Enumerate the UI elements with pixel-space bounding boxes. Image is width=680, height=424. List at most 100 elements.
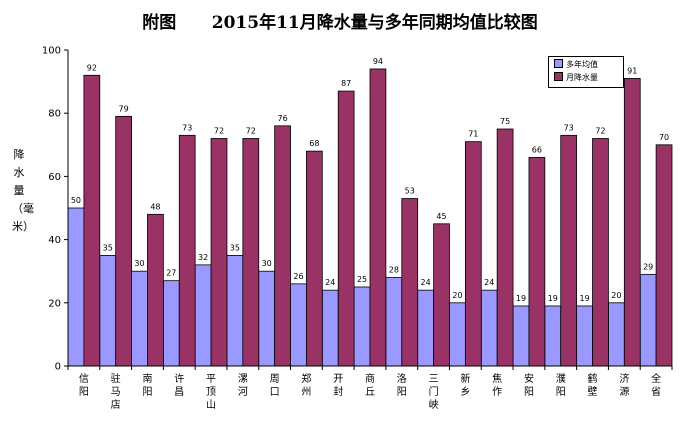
x-tick-label-0: 信阳: [79, 373, 89, 398]
bar-series-0-7: [290, 283, 307, 367]
data-label-series-0-4: 32: [198, 253, 208, 262]
data-label-series-1-14: 66: [532, 145, 542, 154]
bar-series-1-5: [242, 138, 260, 367]
data-label-series-1-13: 75: [500, 117, 510, 126]
data-label-series-0-0: 50: [71, 196, 81, 205]
data-label-series-1-5: 72: [246, 126, 256, 135]
data-label-series-0-14: 19: [516, 294, 526, 303]
bar-series-1-14: [528, 157, 546, 367]
data-label-series-0-10: 28: [389, 266, 399, 275]
data-label-series-0-5: 35: [230, 243, 240, 252]
data-label-series-1-16: 72: [595, 126, 605, 135]
bar-series-1-10: [401, 198, 419, 367]
bar-series-0-3: [162, 280, 180, 367]
x-tick-label-5: 漯河: [238, 373, 248, 398]
data-label-series-0-1: 35: [103, 243, 113, 252]
legend-label-series-0: 多年均值: [566, 60, 598, 69]
bar-series-1-1: [115, 115, 132, 367]
bar-series-1-7: [306, 150, 323, 367]
bar-series-0-6: [258, 270, 276, 367]
data-label-series-0-12: 20: [452, 291, 462, 300]
x-tick-label-2: 南阳: [142, 372, 152, 398]
bar-series-0-1: [99, 254, 117, 367]
y-tick-label-4: 80: [48, 109, 61, 120]
bar-series-0-16: [576, 305, 593, 367]
x-tick-label-12: 新乡: [460, 372, 470, 398]
x-tick-label-14: 安阳: [524, 372, 534, 398]
data-label-series-0-13: 24: [484, 278, 494, 287]
x-tick-label-17: 济源: [619, 372, 629, 398]
data-label-series-0-6: 30: [262, 259, 272, 268]
y-tick-label-5: 100: [42, 46, 61, 57]
bar-series-1-4: [210, 138, 228, 367]
bar-series-0-8: [321, 289, 339, 367]
data-label-series-0-7: 26: [293, 272, 303, 281]
x-tick-label-4: 平顶山: [206, 374, 216, 411]
legend-swatch-series-0: [554, 59, 563, 68]
legend-item-series-0: 多年均值: [554, 59, 598, 71]
data-label-series-1-7: 68: [309, 139, 319, 148]
legend: 多年均值 月降水量: [548, 56, 624, 88]
data-label-series-1-10: 53: [405, 187, 415, 196]
bar-series-1-6: [274, 125, 291, 367]
bar-series-0-11: [417, 289, 434, 367]
bar-series-0-5: [226, 254, 244, 367]
bar-series-0-9: [353, 286, 371, 367]
data-label-series-0-2: 30: [134, 259, 144, 268]
chart-title: 附图 2015年11月降水量与多年同期均值比较图: [142, 13, 538, 33]
bar-series-0-18: [639, 273, 657, 367]
data-label-series-1-4: 72: [214, 126, 224, 135]
y-tick-label-2: 40: [48, 235, 61, 246]
legend-label-series-1: 月降水量: [566, 73, 598, 82]
bar-series-0-0: [67, 207, 85, 367]
bar-series-1-17: [623, 78, 641, 367]
bar-series-1-2: [147, 213, 164, 367]
x-tick-label-18: 全省: [651, 372, 661, 398]
x-tick-label-8: 开封: [333, 374, 343, 398]
data-label-series-0-16: 19: [579, 294, 589, 303]
data-label-series-0-9: 25: [357, 275, 367, 284]
data-label-series-1-9: 94: [373, 57, 383, 66]
bar-series-0-10: [385, 277, 403, 367]
x-tick-label-3: 许昌: [174, 373, 184, 398]
data-label-series-0-18: 29: [643, 262, 653, 271]
data-label-series-1-15: 73: [564, 123, 574, 132]
x-tick-label-10: 洛阳: [397, 372, 407, 398]
data-label-series-1-12: 71: [468, 130, 478, 139]
bar-series-0-17: [608, 302, 625, 367]
data-label-series-1-18: 70: [659, 133, 669, 142]
data-label-series-1-6: 76: [277, 114, 287, 123]
bar-series-1-9: [369, 68, 387, 367]
data-label-series-0-17: 20: [611, 291, 621, 300]
x-tick-label-9: 商丘: [365, 372, 375, 398]
bar-series-0-2: [131, 270, 148, 367]
x-tick-label-1: 驻马店: [111, 372, 121, 411]
bar-series-0-4: [194, 264, 212, 367]
x-tick-label-7: 郑州: [301, 372, 311, 398]
bar-series-0-13: [480, 289, 498, 367]
bar-series-1-16: [592, 138, 609, 367]
bar-series-0-14: [512, 305, 530, 367]
bar-series-1-0: [83, 74, 101, 367]
data-label-series-1-1: 79: [119, 104, 129, 113]
bar-series-1-3: [178, 134, 196, 367]
bar-series-0-12: [449, 302, 466, 367]
data-label-series-1-17: 91: [627, 66, 637, 75]
y-tick-label-1: 20: [48, 298, 61, 309]
x-tick-label-15: 濮阳: [556, 372, 566, 398]
bar-series-1-15: [560, 134, 578, 367]
legend-item-series-1: 月降水量: [554, 72, 598, 84]
data-label-series-1-8: 87: [341, 79, 351, 88]
data-label-series-1-0: 92: [87, 63, 97, 72]
data-label-series-0-8: 24: [325, 278, 335, 287]
data-label-series-1-2: 48: [150, 202, 160, 211]
legend-swatch-series-1: [554, 72, 563, 81]
data-label-series-1-3: 73: [182, 123, 192, 132]
bar-series-1-18: [655, 144, 673, 367]
data-label-series-0-3: 27: [166, 269, 176, 278]
bar-series-1-8: [337, 90, 355, 367]
x-tick-label-16: 鹤壁: [588, 372, 598, 398]
x-tick-label-13: 焦作: [492, 372, 502, 398]
y-tick-label-0: 0: [55, 362, 61, 373]
